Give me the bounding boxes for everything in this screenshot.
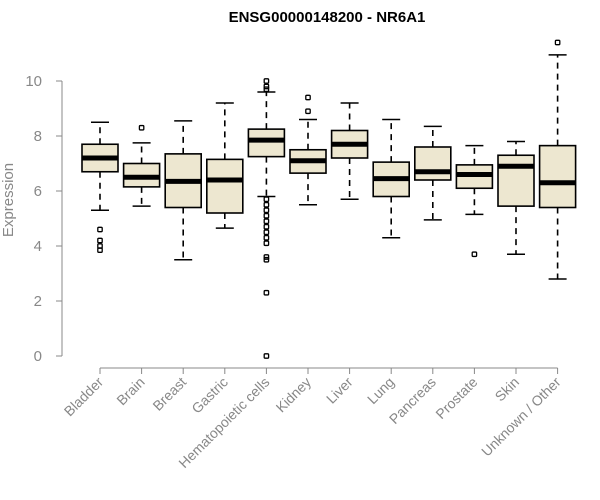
box-iqr bbox=[206, 158, 244, 214]
outlier-point bbox=[263, 207, 270, 214]
y-tick-label: 2 bbox=[34, 293, 42, 310]
outlier-point bbox=[554, 39, 561, 46]
outlier-point bbox=[263, 78, 270, 84]
x-tick-label: Breast bbox=[149, 374, 189, 414]
outlier-point bbox=[263, 223, 270, 230]
outlier-point bbox=[263, 289, 270, 296]
box-group bbox=[81, 121, 119, 253]
box-group bbox=[413, 125, 452, 221]
outlier-point bbox=[263, 234, 270, 241]
outlier-point bbox=[97, 247, 103, 253]
y-tick-label: 6 bbox=[34, 183, 42, 200]
box-iqr bbox=[538, 144, 577, 209]
chart-title: ENSG00000148200 - NR6A1 bbox=[229, 9, 426, 26]
outlier-point bbox=[471, 251, 478, 258]
box-group bbox=[330, 102, 369, 201]
box-group bbox=[247, 78, 286, 359]
box-group bbox=[497, 140, 535, 256]
outlier-point bbox=[263, 218, 270, 225]
outlier-point bbox=[305, 94, 311, 101]
box-group bbox=[206, 102, 244, 229]
y-tick-label: 0 bbox=[34, 348, 42, 365]
outlier-point bbox=[263, 229, 270, 236]
outlier-point bbox=[263, 256, 270, 263]
outlier-point bbox=[263, 240, 270, 247]
box-group bbox=[122, 124, 161, 207]
y-tick-label: 4 bbox=[34, 238, 42, 255]
outlier-point bbox=[263, 83, 270, 90]
box-group bbox=[289, 94, 327, 206]
x-tick-label: Prostate bbox=[432, 374, 480, 422]
y-tick-label: 8 bbox=[34, 128, 42, 145]
box-group bbox=[164, 120, 202, 261]
box-group bbox=[455, 144, 494, 258]
outlier-point bbox=[97, 237, 103, 244]
y-axis: 0 2 4 6 8 10 bbox=[25, 73, 63, 365]
outlier-point bbox=[305, 108, 311, 115]
box-group bbox=[372, 118, 411, 239]
outlier-point bbox=[138, 124, 145, 131]
x-tick-label: Kidney bbox=[273, 374, 315, 416]
outlier-point bbox=[263, 196, 270, 203]
outlier-point bbox=[263, 353, 270, 359]
x-tick-label: Bladder bbox=[61, 374, 107, 420]
box-group bbox=[538, 39, 577, 280]
box-iqr bbox=[247, 128, 286, 158]
box-iqr bbox=[413, 146, 452, 181]
outlier-point bbox=[263, 86, 270, 93]
outlier-point bbox=[263, 212, 270, 219]
plot-area bbox=[81, 39, 577, 359]
x-tick-label: Skin bbox=[492, 374, 523, 405]
outlier-point bbox=[97, 226, 103, 233]
y-axis-label: Expression bbox=[0, 163, 17, 237]
outlier-point bbox=[263, 254, 270, 260]
x-tick-label: Liver bbox=[323, 374, 356, 407]
outlier-point bbox=[263, 201, 270, 208]
box-iqr bbox=[497, 154, 535, 207]
x-tick-label: Brain bbox=[113, 374, 147, 408]
x-tick-label: Unknown / Other bbox=[478, 374, 564, 460]
x-tick-label: Lung bbox=[364, 374, 397, 407]
y-tick-label: 10 bbox=[25, 73, 42, 90]
